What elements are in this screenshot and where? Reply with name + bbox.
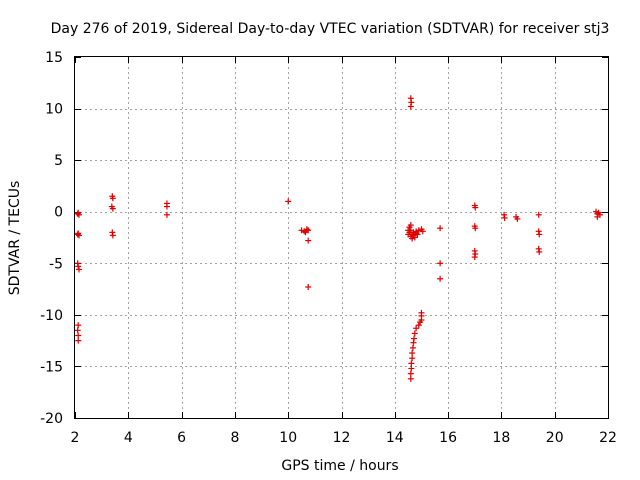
- data-point: [305, 227, 312, 234]
- data-point: [411, 234, 418, 241]
- y-tick-label: -10: [40, 308, 63, 324]
- x-tick-label: 22: [599, 430, 617, 446]
- data-point: [407, 375, 414, 382]
- data-point: [414, 231, 421, 238]
- data-point: [536, 248, 543, 255]
- x-tick-label: 10: [279, 430, 297, 446]
- data-point: [409, 235, 416, 242]
- data-point: [163, 203, 170, 210]
- y-axis-label: SDTVAR / TECUs: [7, 181, 23, 296]
- plot-frame: [74, 56, 609, 419]
- data-point: [163, 211, 170, 218]
- data-point: [536, 231, 543, 238]
- data-point: [514, 215, 521, 222]
- data-point: [74, 327, 81, 334]
- data-point: [409, 344, 416, 351]
- data-point: [437, 260, 444, 267]
- axis-ticks: [75, 57, 609, 419]
- data-point: [413, 325, 420, 332]
- data-point: [597, 211, 604, 218]
- x-tick-label: 12: [333, 430, 351, 446]
- y-tick-label: 10: [45, 102, 63, 118]
- y-tick-label: -20: [40, 411, 63, 427]
- data-point: [408, 360, 415, 367]
- data-point: [413, 228, 420, 235]
- x-tick-label: 4: [124, 430, 133, 446]
- data-point: [471, 254, 478, 261]
- data-point: [409, 355, 416, 362]
- data-point: [410, 335, 417, 342]
- y-tick-label: 5: [54, 153, 63, 169]
- data-point: [437, 225, 444, 232]
- data-point: [298, 227, 305, 234]
- x-tick-label: 14: [386, 430, 404, 446]
- data-point: [109, 232, 116, 239]
- data-point: [109, 195, 116, 202]
- data-point: [303, 226, 310, 233]
- data-point: [415, 322, 422, 329]
- data-point: [501, 214, 508, 221]
- data-point: [75, 209, 82, 216]
- x-tick-label: 2: [71, 430, 80, 446]
- data-point: [419, 228, 426, 235]
- x-tick-label: 18: [492, 430, 510, 446]
- data-point: [535, 211, 542, 218]
- chart-title: Day 276 of 2019, Sidereal Day-to-day VTE…: [51, 21, 610, 37]
- data-point: [415, 227, 422, 234]
- x-tick-label: 6: [177, 430, 186, 446]
- y-tick-label: 0: [54, 205, 63, 221]
- data-point: [408, 365, 415, 372]
- x-tick-label: 8: [230, 430, 239, 446]
- data-point: [75, 266, 82, 273]
- data-point: [305, 237, 312, 244]
- data-point: [472, 225, 479, 232]
- y-tick-label: 15: [45, 50, 63, 66]
- data-point: [75, 322, 82, 329]
- x-tick-label: 16: [439, 430, 457, 446]
- grid-lines: [75, 57, 608, 418]
- y-tick-label: -15: [40, 359, 63, 375]
- data-points: [74, 95, 604, 382]
- data-point: [407, 222, 414, 229]
- x-tick-label: 20: [546, 430, 564, 446]
- data-point: [75, 230, 82, 237]
- data-point: [75, 332, 82, 339]
- data-point: [75, 337, 82, 344]
- data-point: [109, 205, 116, 212]
- data-point: [472, 204, 479, 211]
- data-point: [407, 370, 414, 377]
- data-point: [411, 330, 418, 337]
- data-point: [75, 263, 82, 270]
- data-point: [418, 309, 425, 316]
- y-tick-labels: 15 10 5 0 -5 -10 -15 -20: [40, 50, 63, 427]
- data-point: [409, 350, 416, 357]
- data-point: [305, 284, 312, 291]
- data-point: [437, 275, 444, 282]
- data-point: [407, 103, 414, 110]
- x-tick-labels: 2 4 6 8 10 12 14 16 18 20 22: [71, 430, 617, 446]
- data-point: [285, 198, 292, 205]
- y-tick-label: -5: [49, 256, 63, 272]
- x-axis-label: GPS time / hours: [281, 458, 398, 474]
